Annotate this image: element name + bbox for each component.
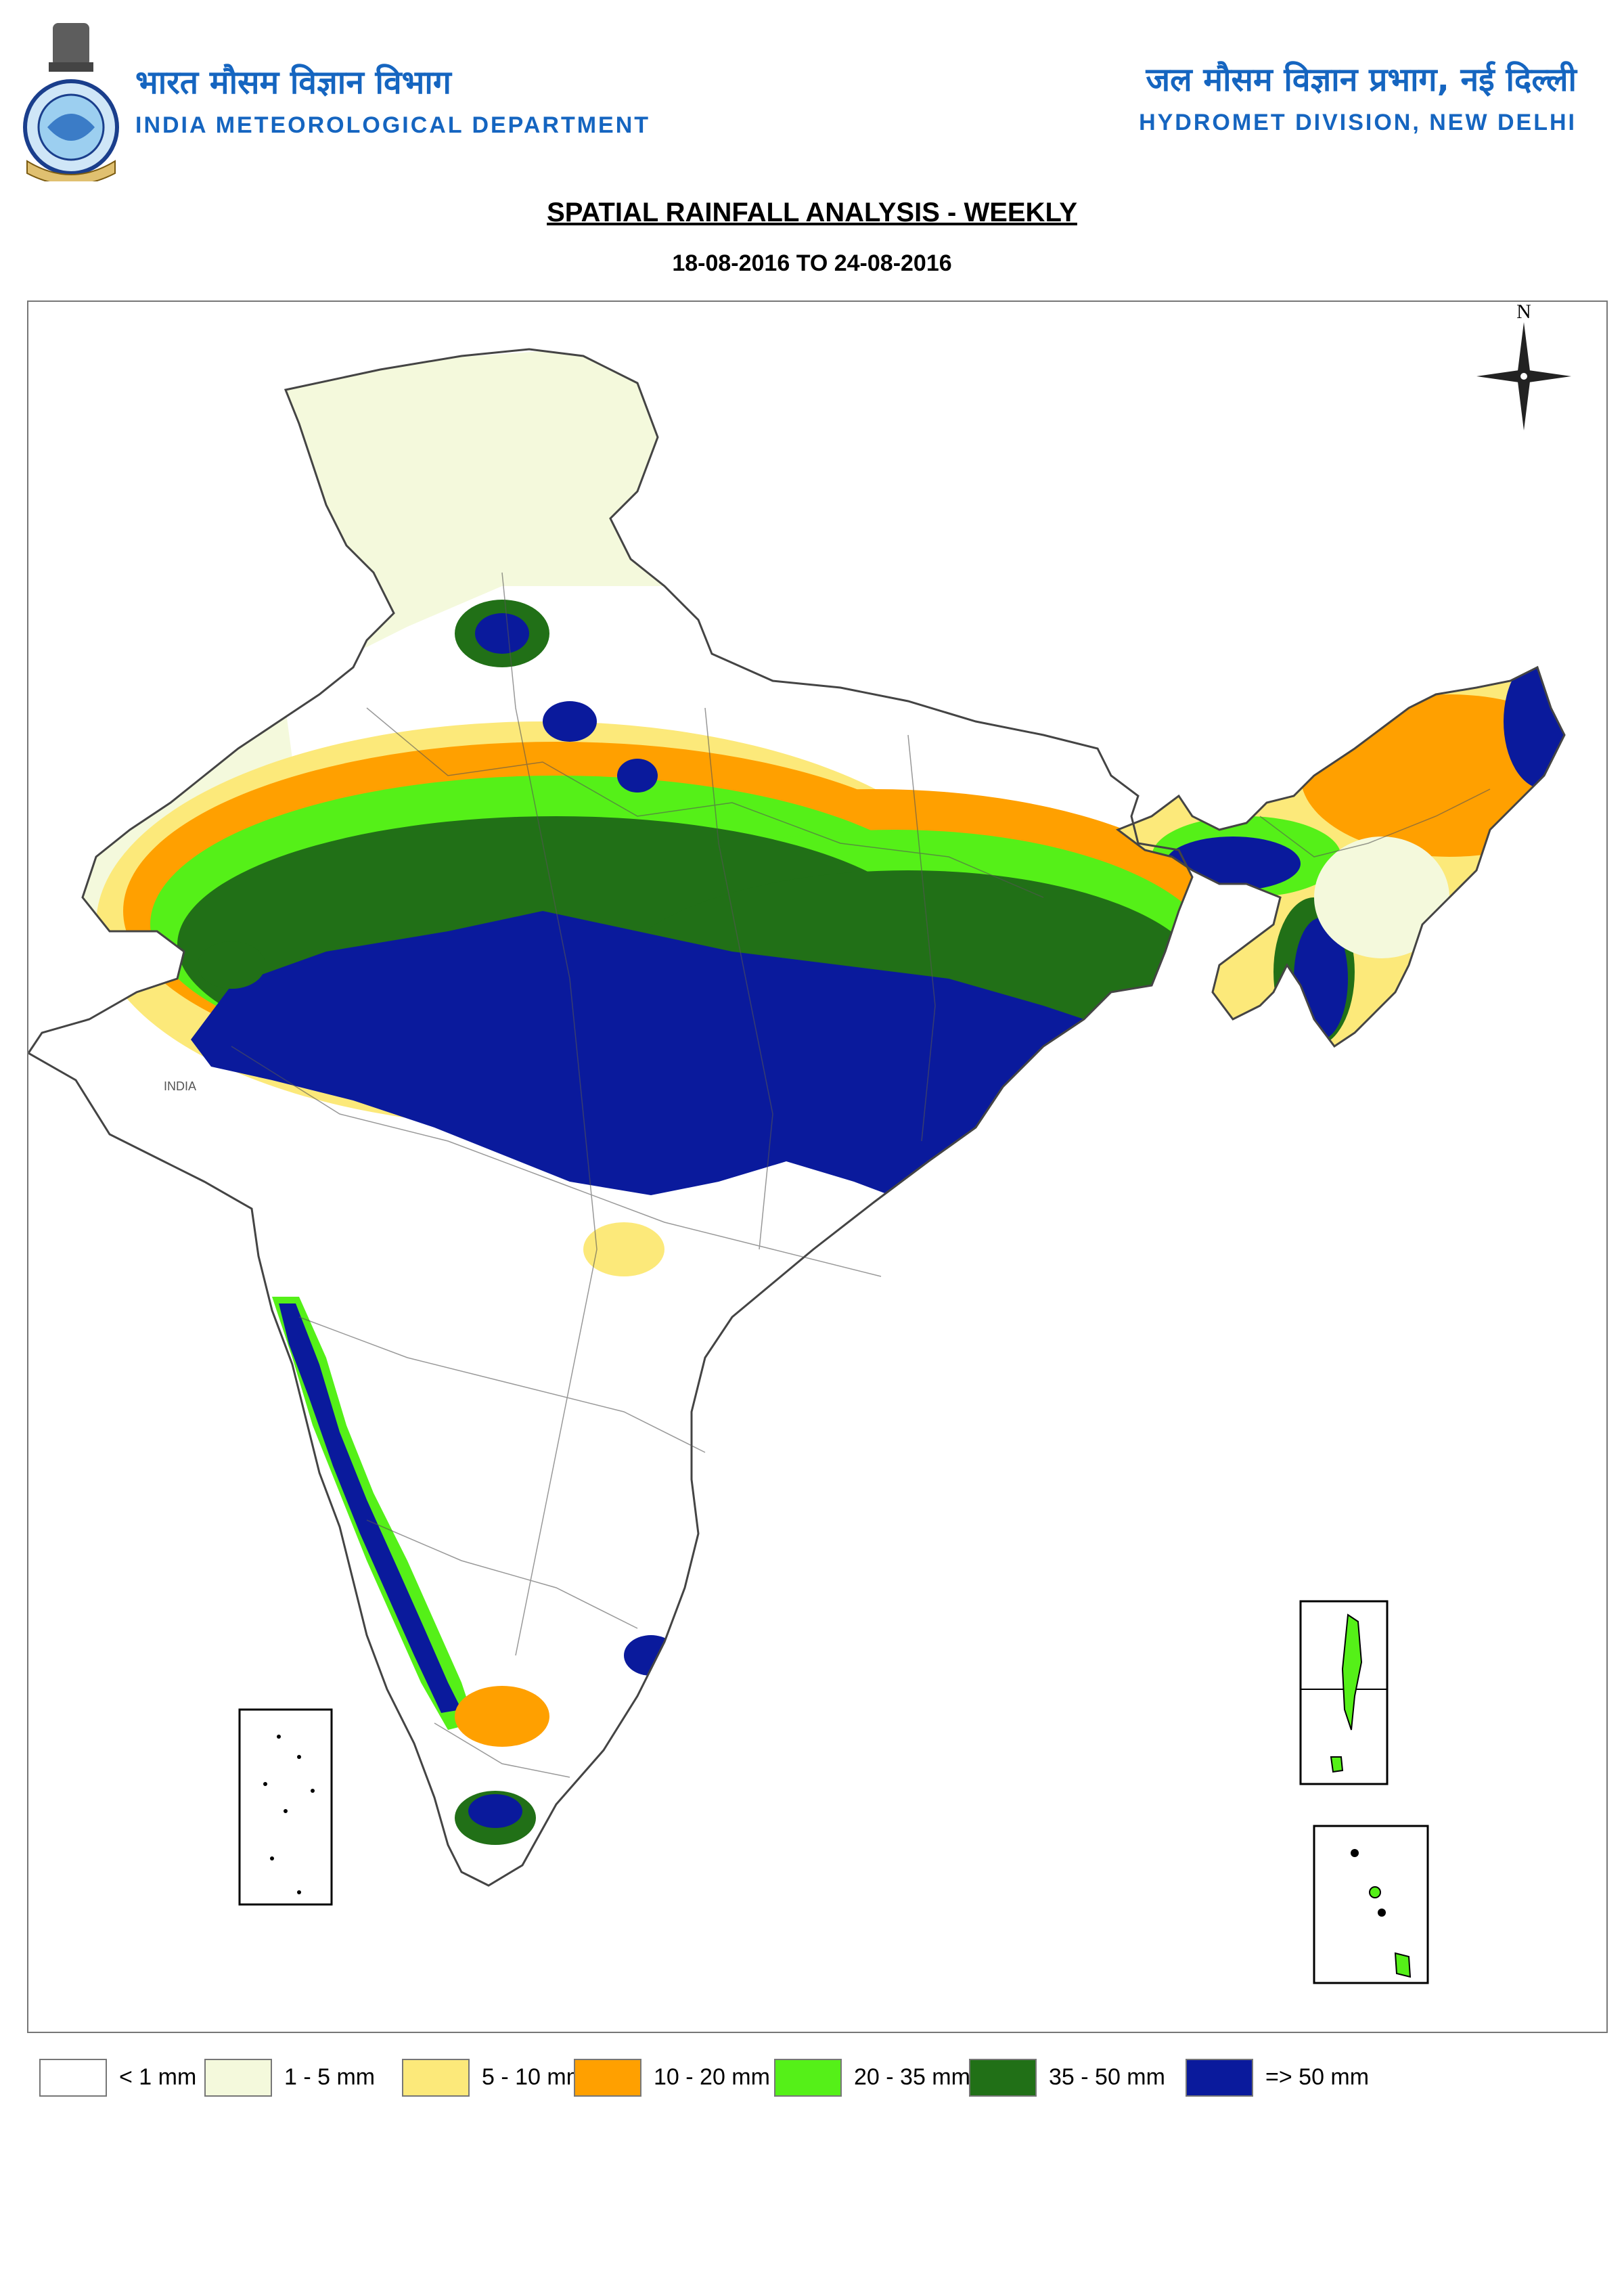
district-boundaries	[231, 572, 1491, 1778]
division-name-hindi: जल मौसम विज्ञान प्रभाग, नई दिल्ली	[1146, 61, 1577, 99]
northeast-outline	[1115, 665, 1566, 1048]
map-title: SPATIAL RAINFALL ANALYSIS - WEEKLY	[547, 198, 1077, 227]
imd-emblem-logo	[23, 23, 119, 181]
map-period: 18-08-2016 TO 24-08-2016	[672, 250, 952, 276]
legend-swatch	[402, 2059, 470, 2097]
north-label: N	[1516, 302, 1531, 323]
rainfall-map: INDIA N	[28, 302, 1571, 1984]
legend-label: => 50 mm	[1265, 2064, 1370, 2090]
india-outline	[28, 348, 1194, 1887]
org-name-english: INDIA METEOROLOGICAL DEPARTMENT	[135, 112, 651, 138]
legend-swatch	[969, 2059, 1037, 2097]
legend-swatch	[774, 2059, 842, 2097]
division-name-english: HYDROMET DIVISION, NEW DELHI	[1139, 110, 1577, 135]
legend-label: 20 - 35 mm	[854, 2064, 970, 2090]
legend-label: 35 - 50 mm	[1049, 2064, 1165, 2090]
map-frame: INDIA N	[27, 300, 1608, 2033]
legend-label: 1 - 5 mm	[284, 2064, 376, 2090]
legend-label: < 1 mm	[119, 2064, 197, 2090]
northeast-rainfall	[1118, 667, 1564, 1046]
org-name-hindi: भारत मौसम विज्ञान विभाग	[135, 64, 451, 102]
legend-label: 10 - 20 mm	[654, 2064, 770, 2090]
country-label: INDIA	[164, 1079, 196, 1093]
legend-swatch	[1186, 2059, 1253, 2097]
lakshadweep-inset	[238, 1708, 333, 1906]
legend-swatch	[204, 2059, 272, 2097]
legend-label: 5 - 10 mm	[482, 2064, 586, 2090]
nicobar-inset	[1313, 1825, 1429, 1984]
north-arrow-icon	[1476, 322, 1571, 430]
andaman-inset	[1299, 1600, 1389, 1785]
legend-swatch	[39, 2059, 107, 2097]
legend-swatch	[574, 2059, 641, 2097]
